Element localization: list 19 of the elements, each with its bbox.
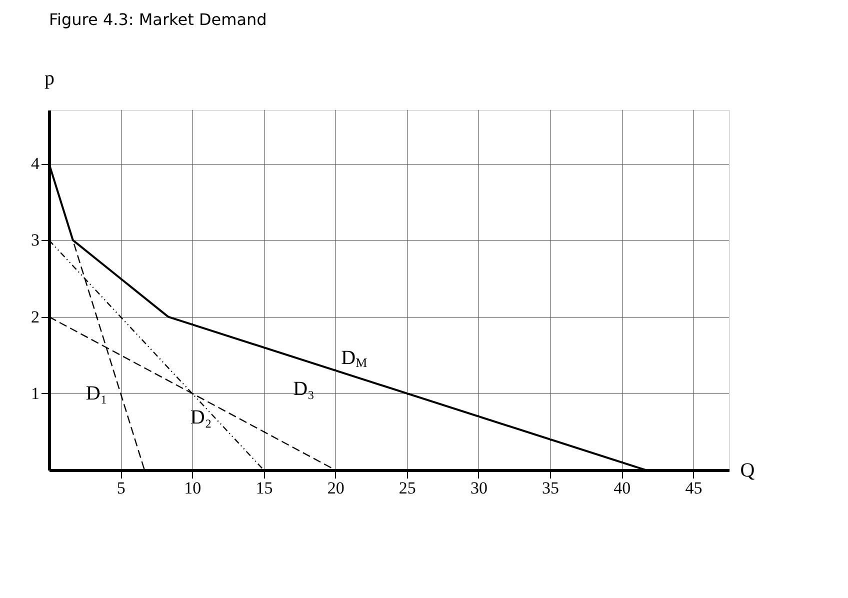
chart-title: Figure 4.3: Market Demand <box>49 10 267 29</box>
x-tick-label: 40 <box>614 478 631 498</box>
x-tick-label: 25 <box>398 478 416 498</box>
x-axis-title: Q <box>740 460 756 482</box>
x-tick-label: 45 <box>685 478 702 498</box>
x-tick-label: 5 <box>116 478 126 498</box>
annotation: D₂ <box>190 406 212 429</box>
y-tick-label: 3 <box>31 230 40 250</box>
x-tick-label: 15 <box>256 478 273 498</box>
annotation: D₃ <box>293 378 315 400</box>
y-axis-title: p <box>44 68 54 90</box>
y-tick-label: 4 <box>31 154 40 174</box>
x-tick-label: 30 <box>470 478 488 498</box>
x-tick-label: 20 <box>327 478 344 498</box>
y-tick-label: 2 <box>31 307 40 326</box>
x-tick-label: 35 <box>542 478 560 498</box>
x-tick-label: 10 <box>184 478 202 498</box>
annotation: D₁ <box>86 382 108 404</box>
y-tick-label: 1 <box>31 384 40 403</box>
